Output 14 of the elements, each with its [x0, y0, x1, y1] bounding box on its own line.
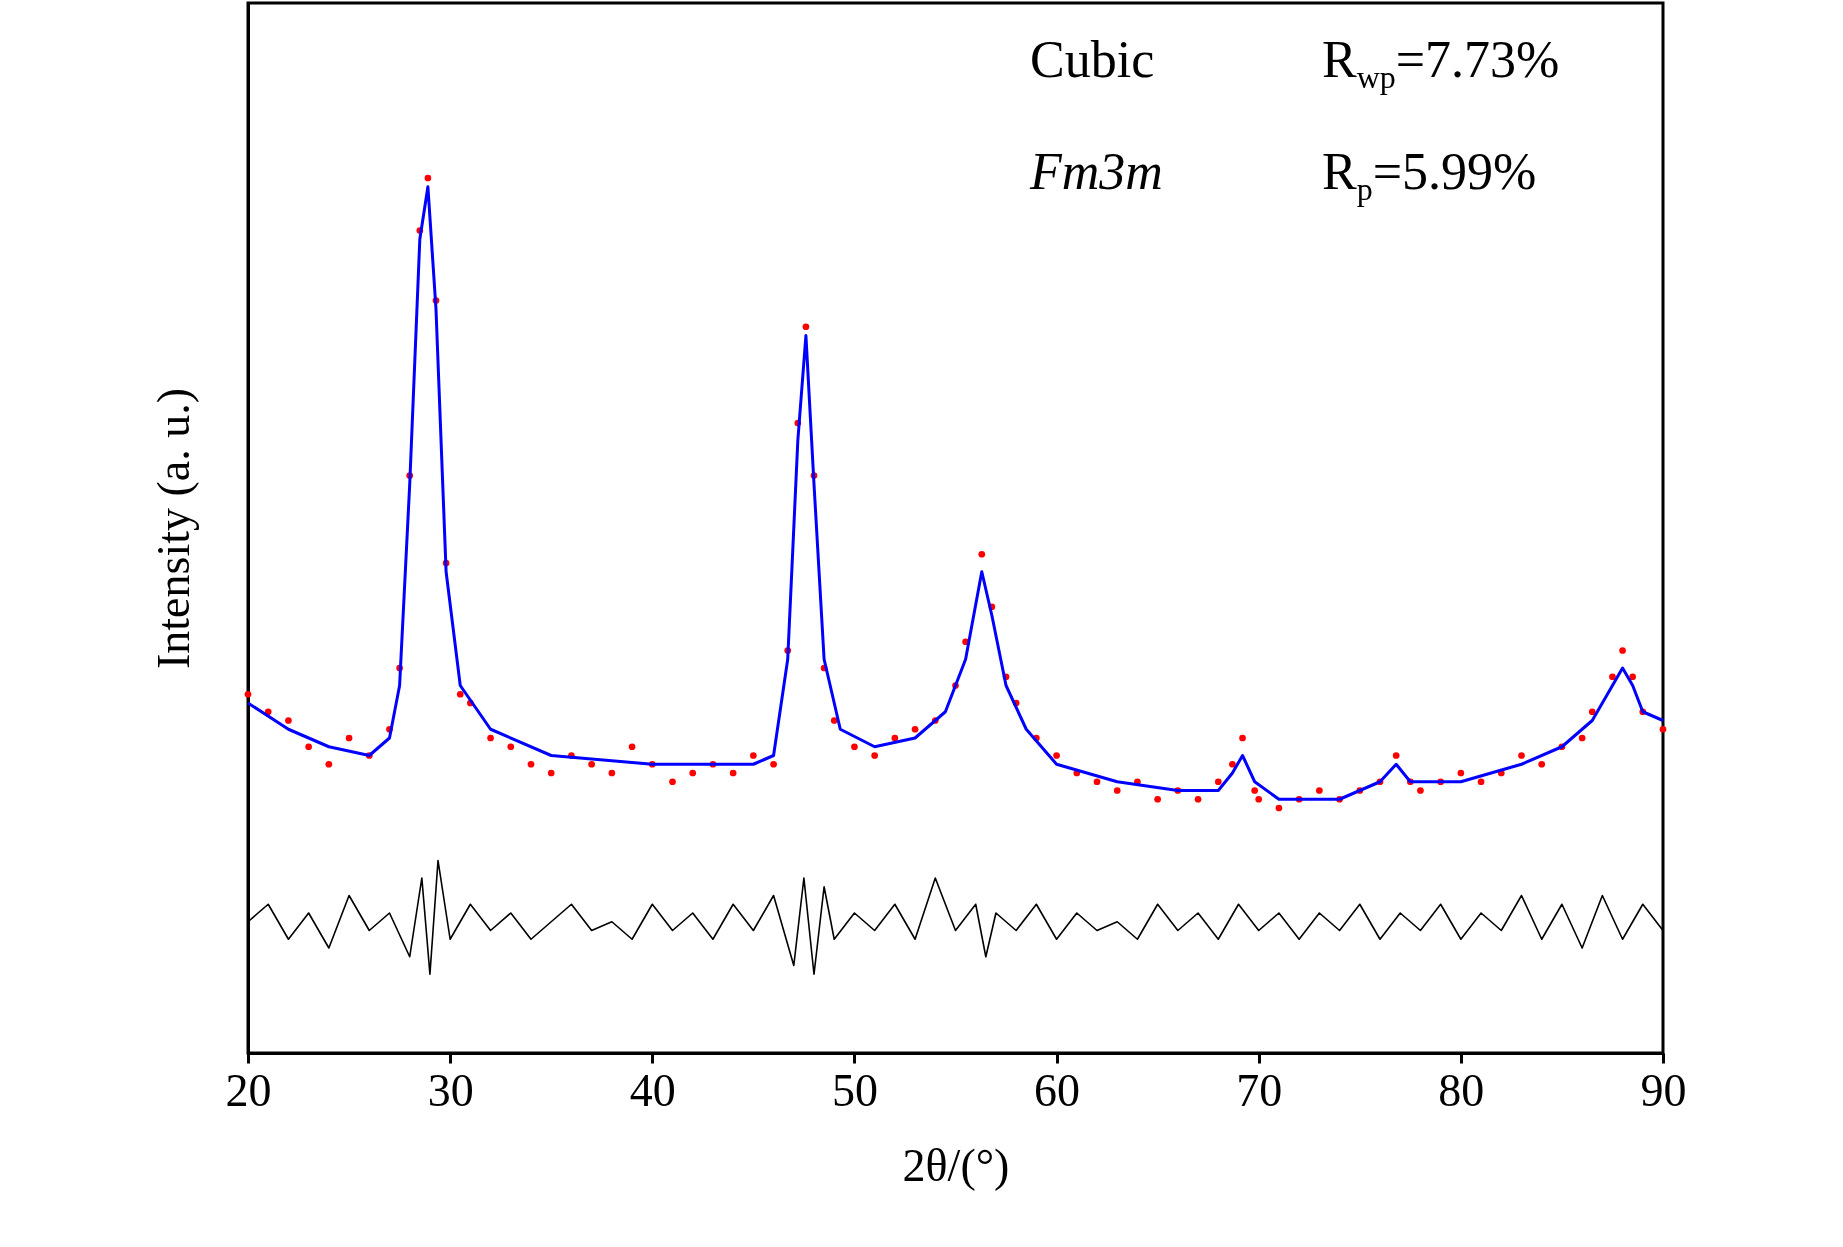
- y-axis-title: Intensity (a. u.): [147, 387, 199, 670]
- annotation: R$_{p}$=5.99%: [1322, 142, 1537, 209]
- x-tick-label: 40: [629, 1064, 676, 1116]
- x-tick-label: 80: [1438, 1064, 1485, 1116]
- text: R$_{wp}$=7.73%: [1322, 30, 1560, 97]
- x-tick-label: 30: [427, 1064, 474, 1116]
- annotation: Fm3m: [1030, 142, 1163, 201]
- x-tick-label: 90: [1640, 1064, 1687, 1116]
- x-tick-label: 60: [1034, 1064, 1081, 1116]
- x-axis-title: 2θ/(°): [902, 1139, 1010, 1191]
- text: Cubic: [1030, 30, 1155, 89]
- x-tick-label: 70: [1236, 1064, 1283, 1116]
- x-tick-label: 50: [831, 1064, 878, 1116]
- x-tick-label: 20: [225, 1064, 272, 1116]
